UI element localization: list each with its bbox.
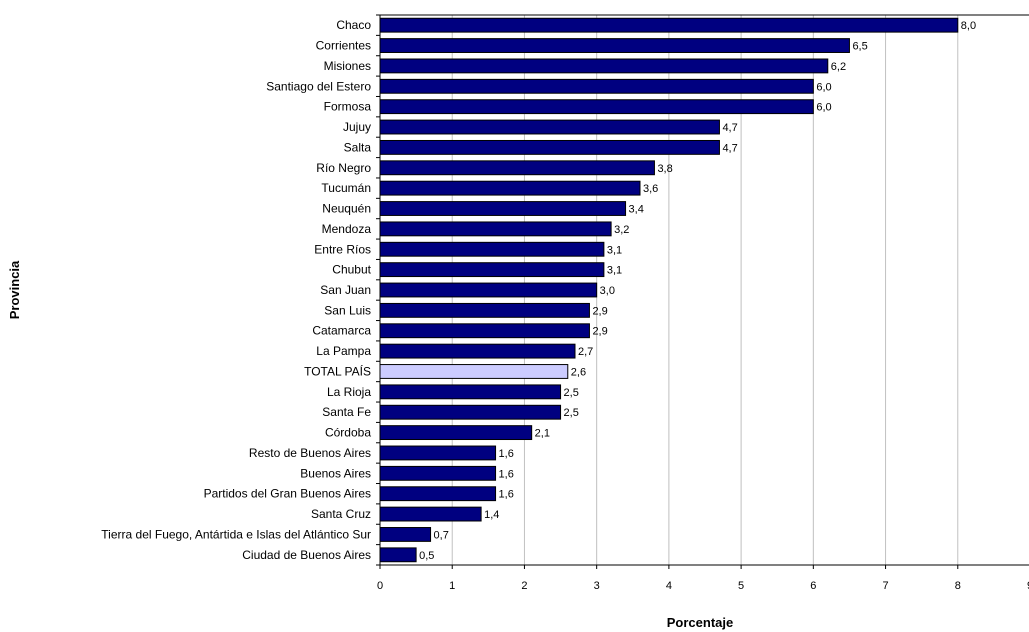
bar: [379, 282, 598, 298]
data-label: 3,8: [657, 163, 672, 175]
bar: [379, 58, 829, 74]
bar: [379, 323, 590, 339]
category-label: Santa Cruz: [311, 507, 371, 521]
x-tick-label: 7: [882, 580, 888, 592]
category-label: San Luis: [324, 303, 371, 317]
bar-total: [379, 364, 569, 379]
x-tick-label: 5: [738, 580, 744, 592]
category-label: San Juan: [320, 283, 371, 297]
data-label: 6,2: [831, 61, 846, 73]
bar: [379, 547, 417, 563]
category-label: Partidos del Gran Buenos Aires: [204, 487, 371, 501]
bar: [379, 404, 562, 420]
x-tick-label: 8: [955, 580, 961, 592]
data-label: 3,1: [607, 265, 622, 277]
bar: [379, 445, 497, 461]
data-label: 2,5: [564, 387, 579, 399]
data-label: 1,6: [499, 468, 514, 480]
data-label: 3,2: [614, 224, 629, 236]
category-label: Resto de Buenos Aires: [249, 446, 371, 460]
bar: [379, 527, 432, 542]
bar: [379, 38, 850, 53]
category-label: Chaco: [336, 18, 371, 32]
data-label: 3,4: [629, 204, 644, 216]
bars: [379, 17, 959, 563]
bar: [379, 302, 590, 318]
category-label: Neuquén: [322, 202, 371, 216]
category-label: Tucumán: [321, 181, 371, 195]
category-label: Formosa: [324, 100, 372, 114]
data-label: 6,0: [816, 102, 831, 114]
bar: [379, 486, 497, 502]
x-axis-title: Porcentaje: [667, 615, 733, 630]
category-label: Mendoza: [322, 222, 372, 236]
data-label: 0,5: [419, 550, 434, 562]
data-label: 2,7: [578, 346, 593, 358]
data-label: 4,7: [722, 142, 737, 154]
data-label: 1,4: [484, 509, 499, 521]
category-label: TOTAL PAÍS: [304, 363, 371, 378]
x-tick-label: 4: [666, 580, 672, 592]
bar: [379, 343, 576, 359]
category-label: Buenos Aires: [300, 466, 371, 480]
axes: [376, 14, 1029, 569]
bar: [379, 262, 605, 278]
bar: [379, 119, 720, 135]
bar: [379, 139, 720, 155]
bar: [379, 506, 482, 522]
x-tick-label: 6: [810, 580, 816, 592]
data-label: 6,0: [816, 81, 831, 93]
bar: [379, 99, 814, 115]
data-label: 1,6: [499, 448, 514, 460]
y-axis-title: Provincia: [7, 260, 22, 319]
bar: [379, 465, 497, 481]
data-label: 2,1: [535, 428, 550, 440]
data-label: 3,6: [643, 183, 658, 195]
bar: [379, 160, 655, 176]
data-label: 3,1: [607, 244, 622, 256]
x-tick-label: 1: [449, 580, 455, 592]
category-label: Corrientes: [316, 39, 371, 53]
category-label: Río Negro: [316, 161, 371, 175]
x-tick-label: 2: [521, 580, 527, 592]
data-label: 6,5: [852, 41, 867, 53]
category-label: Entre Ríos: [314, 242, 371, 256]
category-label: Salta: [344, 140, 372, 154]
category-label: Santa Fe: [322, 405, 371, 419]
data-label: 3,0: [600, 285, 615, 297]
x-tick-label: 9: [1027, 580, 1029, 592]
category-label: Ciudad de Buenos Aires: [242, 548, 371, 562]
bar: [379, 425, 533, 441]
data-label: 0,7: [434, 529, 449, 541]
category-label: Santiago del Estero: [266, 79, 371, 93]
x-tick-label: 0: [377, 580, 383, 592]
bar: [379, 78, 814, 94]
data-label: 2,6: [571, 366, 586, 378]
category-label: La Pampa: [316, 344, 371, 358]
category-label: Catamarca: [312, 324, 371, 338]
bar: [379, 201, 627, 216]
data-label: 1,6: [499, 489, 514, 501]
category-label: La Rioja: [327, 385, 371, 399]
category-label: Tierra del Fuego, Antártida e Islas del …: [101, 527, 371, 541]
category-label: Chubut: [332, 263, 371, 277]
x-tick-label: 3: [594, 580, 600, 592]
bar: [379, 384, 562, 400]
data-label: 2,9: [592, 326, 607, 338]
category-label: Córdoba: [325, 426, 371, 440]
data-label: 2,9: [592, 305, 607, 317]
bar: [379, 17, 959, 33]
bar: [379, 241, 605, 257]
category-label: Jujuy: [343, 120, 371, 134]
category-label: Misiones: [324, 59, 371, 73]
data-label: 8,0: [961, 20, 976, 32]
labels: 0 1 2 3 4 5 6 7 8 9 Chaco 8,0 Corrientes 6,5 Misiones 6…: [101, 18, 1029, 592]
data-label: 4,7: [722, 122, 737, 134]
data-label: 2,5: [564, 407, 579, 419]
bar: [379, 180, 641, 196]
bar: [379, 221, 612, 237]
